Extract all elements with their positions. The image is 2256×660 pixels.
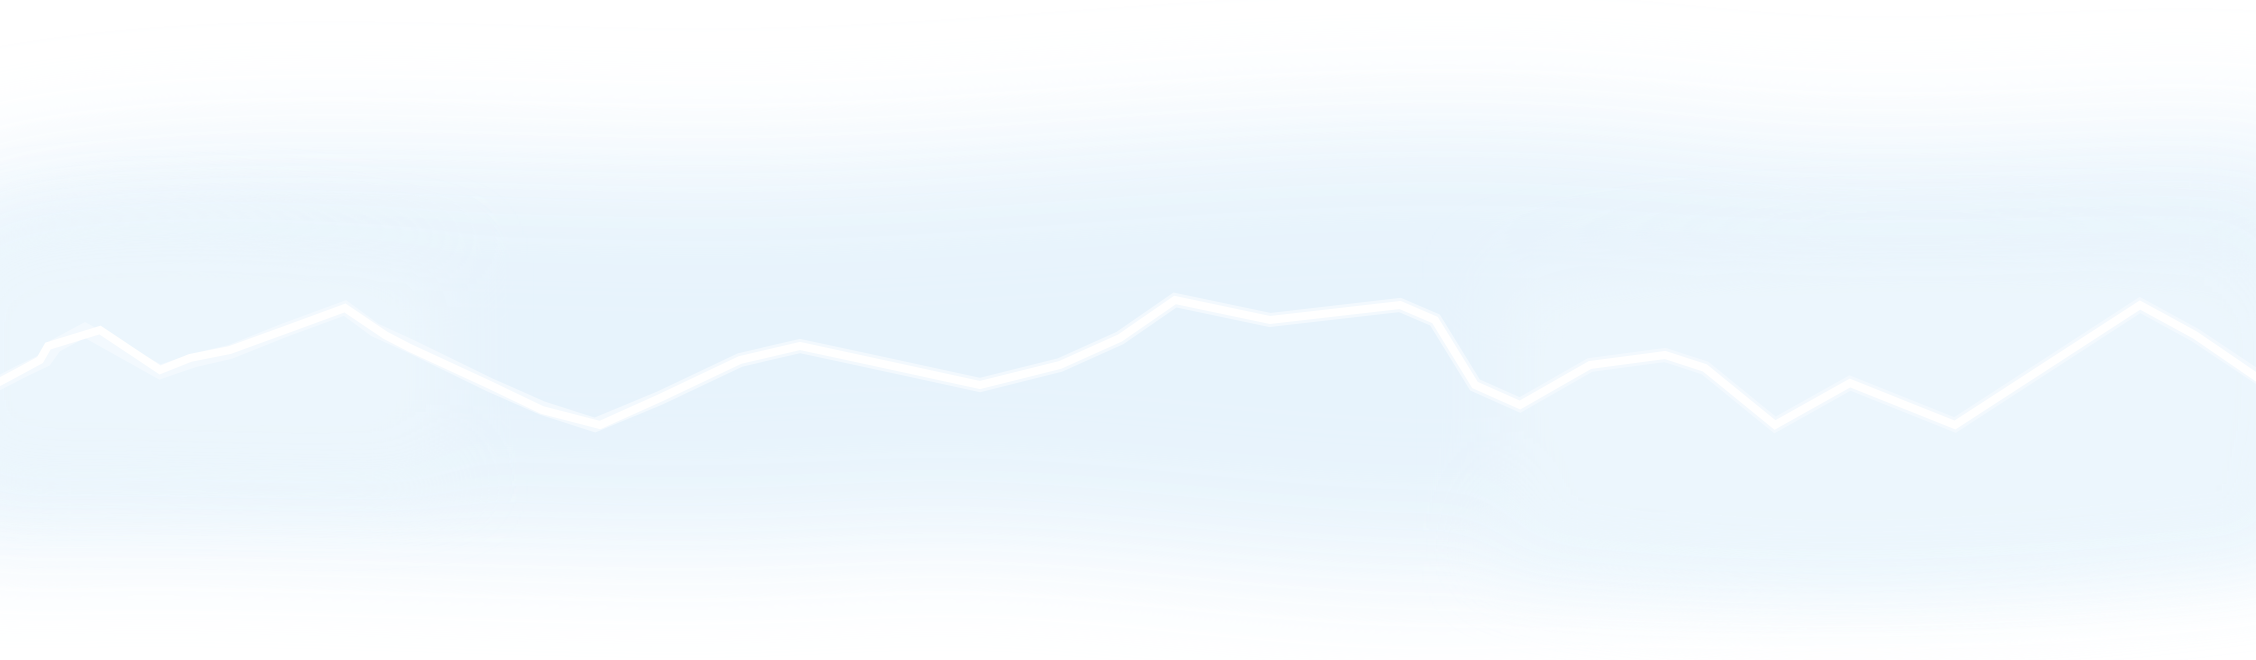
mist-shape-right xyxy=(1500,242,2256,598)
mist-band xyxy=(0,124,2256,598)
wave-line xyxy=(0,295,2256,430)
